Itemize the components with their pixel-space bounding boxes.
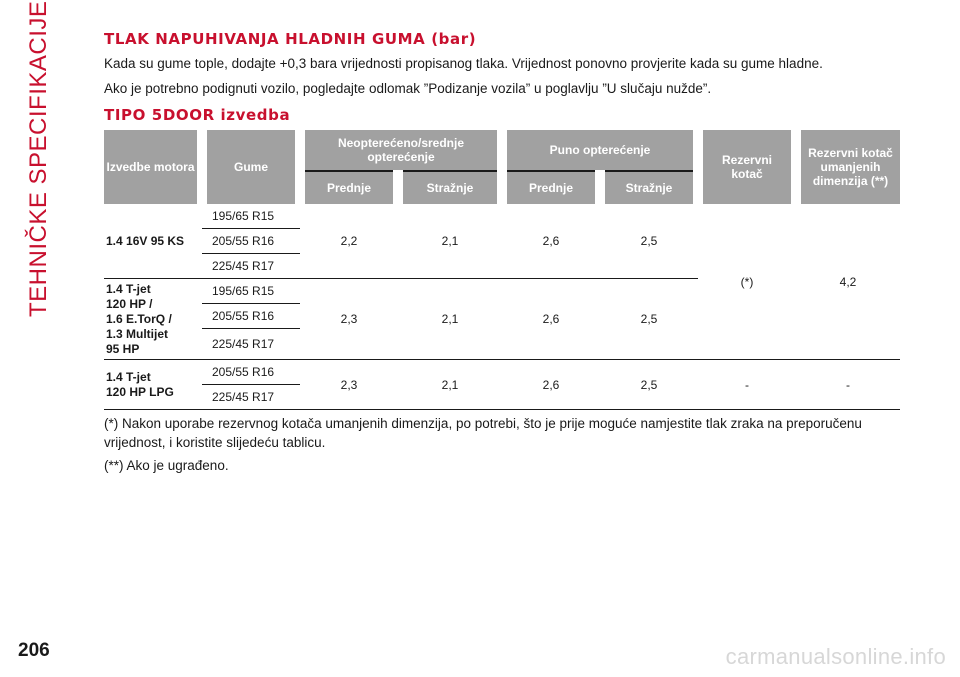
page-content: TLAK NAPUHIVANJA HLADNIH GUMA (bar) Kada… xyxy=(104,30,904,475)
page-number: 206 xyxy=(18,640,50,661)
partial-rear-value: 2,1 xyxy=(398,204,502,279)
tyre-size: 225/45 R17 xyxy=(202,253,300,279)
tyre-size: 205/55 R16 xyxy=(202,359,300,385)
header-full-load: Puno opterećenje xyxy=(502,130,703,172)
header-full-rear: Stražnje xyxy=(600,171,703,204)
full-rear-value: 2,5 xyxy=(600,204,698,279)
header-full-front: Prednje xyxy=(502,171,605,204)
partial-front-value: 2,3 xyxy=(300,359,398,410)
table-row: 205/55 R16 xyxy=(104,303,900,329)
table-row: 1.4 16V 95 KS 195/65 R15 2,2 2,1 2,6 2,5… xyxy=(104,204,900,360)
engine-model: 1.4 16V 95 KS xyxy=(104,204,202,279)
full-rear-value: 2,5 xyxy=(600,359,698,410)
tyre-size: 225/45 R17 xyxy=(202,384,300,410)
table-row: 1.4 T-jet 120 HP / 1.6 E.TorQ / 1.3 Mult… xyxy=(104,278,900,360)
partial-rear-value: 2,1 xyxy=(398,278,502,360)
tyre-size: 225/45 R17 xyxy=(202,328,300,360)
full-front-value: 2,6 xyxy=(502,359,600,410)
spare-reduced-value: - xyxy=(796,359,900,410)
header-partial-rear: Stražnje xyxy=(398,171,507,204)
header-engine: Izvedbe motora xyxy=(104,130,207,204)
tyre-size: 195/65 R15 xyxy=(202,204,300,229)
side-title-text: TEHNIČKE SPECIFIKACIJE xyxy=(25,0,52,317)
engine-model: 1.4 T-jet 120 HP LPG xyxy=(104,359,202,410)
table-row: 205/55 R16 xyxy=(104,228,900,254)
footnote-1: (*) Nakon uporabe rezervnog kotača umanj… xyxy=(104,416,862,450)
header-spare-reduced: Rezervni kotač umanjenih dimenzija (**) xyxy=(796,130,900,204)
subsection-title: TIPO 5DOOR izvedba xyxy=(104,106,291,124)
table-row: 225/45 R17 xyxy=(104,384,900,410)
partial-rear-value: 2,1 xyxy=(398,359,502,410)
section-title: TLAK NAPUHIVANJA HLADNIH GUMA (bar) xyxy=(104,30,477,48)
spare-value: - xyxy=(698,359,796,410)
full-rear-value: 2,5 xyxy=(600,278,698,360)
intro-line-2: Ako je potrebno podignuti vozilo, pogled… xyxy=(104,81,712,96)
intro-line-1: Kada su gume tople, dodajte +0,3 bara vr… xyxy=(104,56,823,71)
tyre-size: 205/55 R16 xyxy=(202,303,300,329)
partial-front-value: 2,3 xyxy=(300,278,398,360)
tyre-pressure-table: Izvedbe motora Gume Neopterećeno/srednje… xyxy=(104,130,900,410)
partial-front-value: 2,2 xyxy=(300,204,398,279)
full-front-value: 2,6 xyxy=(502,278,600,360)
table-row: 225/45 R17 xyxy=(104,328,900,360)
header-row-1: Izvedbe motora Gume Neopterećeno/srednje… xyxy=(104,130,900,204)
full-front-value: 2,6 xyxy=(502,204,600,279)
header-partial-front: Prednje xyxy=(300,171,403,204)
watermark: carmanualsonline.info xyxy=(725,644,946,669)
side-title: TEHNIČKE SPECIFIKACIJE xyxy=(14,0,60,318)
header-spare: Rezervni kotač xyxy=(698,130,801,204)
header-row-2: Prednje Stražnje Prednje Stražnje xyxy=(104,171,900,204)
tyre-size: 205/55 R16 xyxy=(202,228,300,254)
tyre-size: 195/65 R15 xyxy=(202,278,300,304)
engine-model: 1.4 T-jet 120 HP / 1.6 E.TorQ / 1.3 Mult… xyxy=(104,278,202,360)
table-row: 225/45 R17 xyxy=(104,253,900,279)
spare-reduced-value: 4,2 xyxy=(796,204,900,360)
spare-value: (*) xyxy=(698,204,796,360)
footnote-2: (**) Ako je ugrađeno. xyxy=(104,458,229,473)
header-partial-load: Neopterećeno/srednje opterećenje xyxy=(300,130,507,172)
table-row: 1.4 T-jet 120 HP LPG 205/55 R16 2,3 2,1 … xyxy=(104,359,900,410)
header-tyres: Gume xyxy=(202,130,305,204)
